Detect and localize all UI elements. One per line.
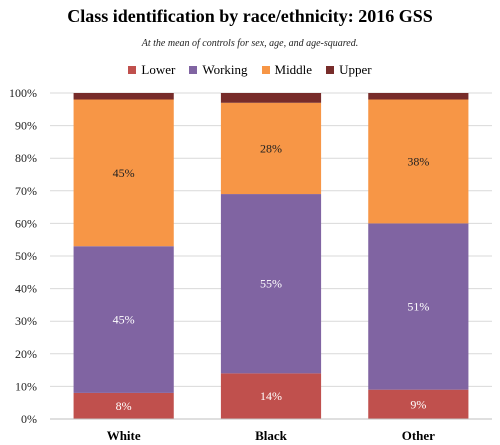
bar-segment-upper-white xyxy=(73,93,174,100)
bar-segment-working-other xyxy=(368,223,469,390)
bar-segment-middle-other xyxy=(368,99,469,224)
data-label: 9% xyxy=(410,397,426,411)
bar-segment-lower-black xyxy=(220,373,322,419)
x-category-label: Other xyxy=(402,428,435,443)
y-tick-label: 70% xyxy=(15,184,37,198)
bar-segment-middle-black xyxy=(220,102,322,195)
y-tick-label: 60% xyxy=(15,216,37,230)
bar-segment-upper-other xyxy=(368,93,469,100)
y-tick-label: 90% xyxy=(15,119,37,133)
bar-segment-working-black xyxy=(220,194,322,374)
legend-item-middle: Middle xyxy=(261,62,313,78)
x-category-label: Black xyxy=(255,428,288,443)
data-label: 28% xyxy=(260,141,282,155)
data-label: 45% xyxy=(113,166,135,180)
legend-item-working: Working xyxy=(189,62,248,78)
y-tick-label: 50% xyxy=(15,249,37,263)
legend-swatch xyxy=(189,66,198,74)
legend-label: Working xyxy=(202,62,248,77)
legend-item-upper: Upper xyxy=(326,62,372,78)
chart-subtitle: At the mean of controls for sex, age, an… xyxy=(141,38,359,49)
data-label: 51% xyxy=(407,300,429,314)
legend-label: Lower xyxy=(141,62,176,77)
bar-segment-middle-white xyxy=(73,99,174,247)
data-label: 55% xyxy=(260,277,282,291)
x-category-label: White xyxy=(107,428,141,443)
y-tick-label: 20% xyxy=(15,347,37,361)
legend-swatch xyxy=(326,66,335,74)
legend-swatch xyxy=(261,66,270,74)
chart-title: Class identification by race/ethnicity: … xyxy=(67,6,433,26)
bar-segment-lower-other xyxy=(368,389,469,419)
legend-label: Middle xyxy=(274,62,313,77)
y-tick-label: 10% xyxy=(15,379,37,393)
data-label: 14% xyxy=(260,389,282,403)
y-tick-label: 40% xyxy=(15,282,37,296)
legend-item-lower: Lower xyxy=(128,62,175,78)
y-tick-label: 80% xyxy=(15,151,37,165)
y-tick-label: 30% xyxy=(15,314,37,328)
chart-legend: Lower Working Middle Upper xyxy=(0,62,500,78)
data-label: 45% xyxy=(113,313,135,327)
y-tick-label: 0% xyxy=(21,412,37,426)
legend-label: Upper xyxy=(339,62,372,77)
bar-segment-working-white xyxy=(73,246,174,393)
bar-segment-upper-black xyxy=(220,93,322,103)
data-label: 38% xyxy=(407,154,429,168)
legend-swatch xyxy=(128,66,137,74)
bar-segment-lower-white xyxy=(73,392,174,419)
y-tick-label: 100% xyxy=(9,86,37,100)
data-label: 8% xyxy=(116,399,132,413)
